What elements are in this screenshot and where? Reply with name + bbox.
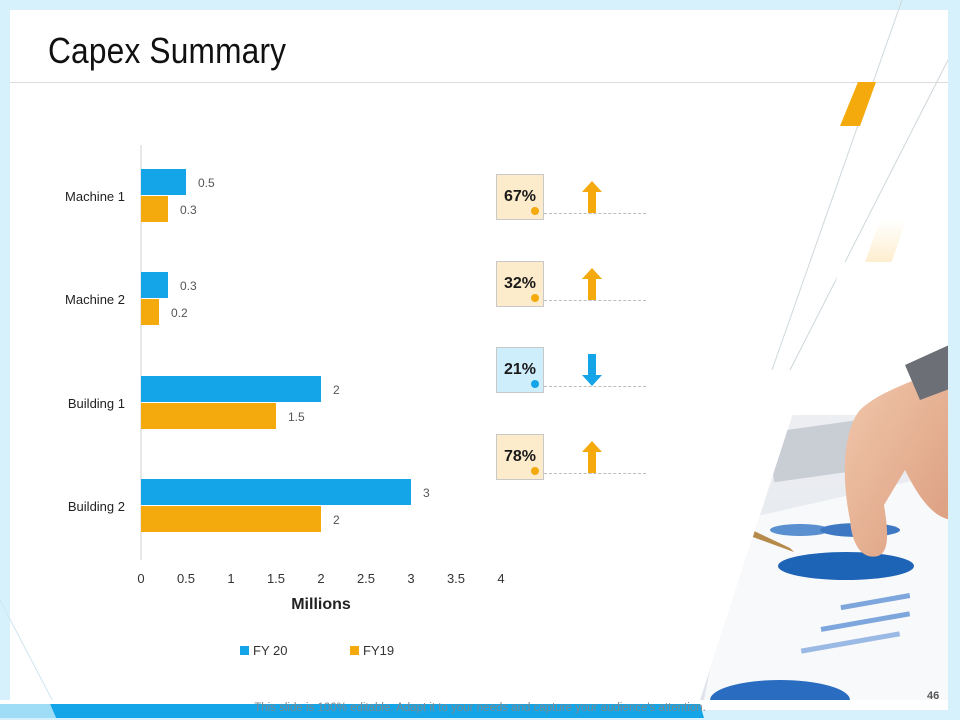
x-tick-label: 3 [407,571,414,586]
bar-fy20 [141,169,186,195]
data-label: 1.5 [288,410,305,424]
legend-swatch [240,646,249,655]
kpi-box: 21% [496,347,544,393]
category-label: Machine 2 [65,292,125,307]
bar-fy20 [141,479,411,505]
kpi-dot [531,294,539,302]
category-label: Building 1 [68,396,125,411]
x-tick-label: 4 [497,571,504,586]
legend-swatch [350,646,359,655]
page-title: Capex Summary [48,30,287,71]
kpi-leader-line [544,213,646,214]
data-label: 0.3 [180,203,197,217]
x-axis-title: Millions [291,596,351,613]
category-label: Building 2 [68,499,125,514]
title-divider [10,82,948,83]
x-tick-label: 1 [227,571,234,586]
page-number: 46 [927,690,940,702]
bar-fy19 [141,506,321,532]
data-label: 2 [333,383,340,397]
legend-label: FY 20 [253,643,287,658]
kpi-leader-line [544,300,646,301]
arrow-up-icon [582,441,602,473]
x-tick-label: 0.5 [177,571,195,586]
kpi-value: 78% [503,448,537,465]
kpi-leader-line [544,473,646,474]
kpi-dot [531,207,539,215]
bar-fy19 [141,403,276,429]
arrow-up-icon [582,268,602,300]
bar-fy20 [141,376,321,402]
x-tick-label: 3.5 [447,571,465,586]
kpi-value: 21% [503,361,537,378]
legend-label: FY19 [363,643,394,658]
bar-fy19 [141,299,159,325]
data-label: 0.5 [198,176,215,190]
x-tick-label: 0 [137,571,144,586]
kpi-box: 78% [496,434,544,480]
data-label: 0.2 [171,306,188,320]
bar-fy20 [141,272,168,298]
data-label: 3 [423,486,430,500]
x-tick-label: 2.5 [357,571,375,586]
data-label: 0.3 [180,279,197,293]
kpi-box: 32% [496,261,544,307]
bar-fy19 [141,196,168,222]
category-label: Machine 1 [65,189,125,204]
kpi-leader-line [544,386,646,387]
x-tick-label: 1.5 [267,571,285,586]
data-label: 2 [333,513,340,527]
x-tick-label: 2 [317,571,324,586]
arrow-down-icon [582,354,602,386]
kpi-dot [531,467,539,475]
kpi-dot [531,380,539,388]
footer-note: This slide is 100% editable. Adapt it to… [254,702,706,714]
kpi-value: 67% [503,188,537,205]
kpi-value: 32% [503,275,537,292]
arrow-up-icon [582,181,602,213]
kpi-box: 67% [496,174,544,220]
